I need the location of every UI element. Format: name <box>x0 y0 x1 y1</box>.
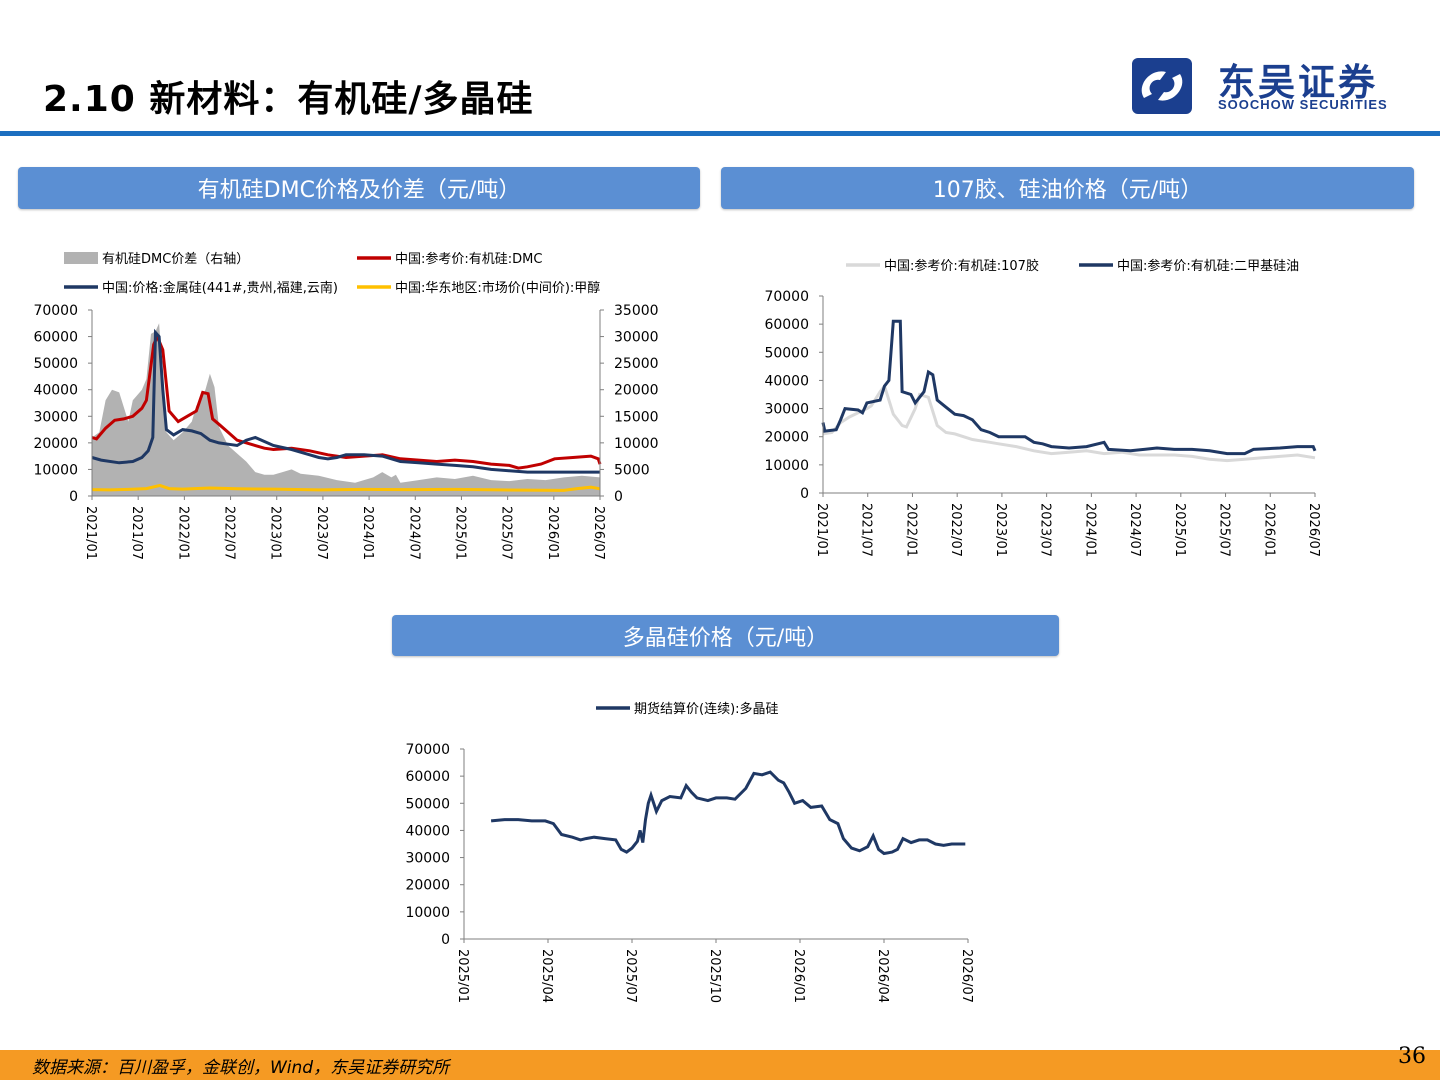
glue-x-axis-tick-label: 2021/01 <box>814 503 829 557</box>
dmc-y-left-axis-tick-label: 70000 <box>33 303 78 319</box>
page-title: 2.10 新材料：有机硅/多晶硅 <box>43 79 534 120</box>
soochow-logo-icon <box>1132 58 1192 114</box>
legend-metal-silicon-label: 中国:价格:金属硅(441#,贵州,福建,云南) <box>102 280 338 296</box>
legend-glue-107-label: 中国:参考价:有机硅:107胶 <box>884 258 1039 274</box>
glue-y-axis-tick-label: 50000 <box>764 345 809 361</box>
dmc-x-axis-tick-label: 2022/01 <box>175 506 190 560</box>
logo-name-cn: 东吴证券 <box>1218 61 1378 104</box>
dmc-x-axis-tick-label: 2026/01 <box>545 506 560 560</box>
glue-x-axis-tick-label: 2022/01 <box>903 503 918 557</box>
dmc-y-left-axis-tick-label: 50000 <box>33 356 78 372</box>
glue-panel-title: 107胶、硅油价格（元/吨） <box>932 178 1203 203</box>
dmc-y-left-axis-tick-label: 60000 <box>33 330 78 346</box>
dmc-x-axis-tick-label: 2023/07 <box>314 506 329 560</box>
poly-y-axis-tick-label: 60000 <box>405 769 450 785</box>
glue-y-axis-tick-label: 20000 <box>764 430 809 446</box>
dmc-panel-title: 有机硅DMC价格及价差（元/吨） <box>197 178 521 203</box>
logo-name-en: SOOCHOW SECURITIES <box>1218 97 1388 112</box>
dmc-y-right-axis-tick-label: 15000 <box>614 409 659 425</box>
glue-x-axis-tick-label: 2021/07 <box>859 503 874 557</box>
glue-x-axis-tick-label: 2025/01 <box>1172 503 1187 557</box>
dmc-y-right-axis-tick-label: 10000 <box>614 436 659 452</box>
glue-x-axis-tick-label: 2024/07 <box>1127 503 1142 557</box>
poly-y-axis-tick-label: 70000 <box>405 742 450 758</box>
glue-x-axis-tick-label: 2026/01 <box>1261 503 1276 557</box>
glue-y-axis-tick-label: 30000 <box>764 402 809 418</box>
poly-x-axis-tick-label: 2025/07 <box>623 949 638 1003</box>
legend-methanol-label: 中国:华东地区:市场价(中间价):甲醇 <box>395 280 600 296</box>
methanol-price-line <box>91 483 601 492</box>
dmc-x-axis-tick-label: 2021/07 <box>129 506 144 560</box>
dmc-price-chart: 0 10000 20000 30000 40000 50000 60000 70000 0 500… <box>33 251 659 560</box>
glue-x-axis-tick-label: 2024/01 <box>1082 503 1097 557</box>
glue-x-axis-tick-label: 2026/07 <box>1306 503 1321 557</box>
poly-x-axis-tick-label: 2026/07 <box>959 949 974 1003</box>
dmc-y-right-axis-tick-label: 5000 <box>614 462 650 478</box>
poly-y-axis-tick-label: 40000 <box>405 823 450 839</box>
poly-y-axis-tick-label: 10000 <box>405 905 450 921</box>
poly-x-axis-tick-label: 2025/04 <box>539 949 554 1003</box>
poly-y-axis-tick-label: 0 <box>441 932 450 948</box>
dmc-y-left-axis-tick-label: 30000 <box>33 409 78 425</box>
dmc-x-axis-tick-label: 2024/07 <box>406 506 421 560</box>
glue-x-axis-tick-label: 2023/07 <box>1038 503 1053 557</box>
glue-panel-header: 107胶、硅油价格（元/吨） <box>721 167 1414 209</box>
polysilicon-price-chart: 0 10000 20000 30000 40000 50000 60000 70000 2025… <box>405 701 974 1003</box>
dmc-spread-area <box>92 323 600 496</box>
legend-dmc-spread-label: 有机硅DMC价差（右轴） <box>102 252 249 267</box>
poly-x-axis-tick-label: 2025/10 <box>707 949 722 1003</box>
page-number: 36 <box>1398 1044 1426 1069</box>
dmc-x-axis-tick-label: 2025/07 <box>499 506 514 560</box>
poly-x-axis-tick-label: 2026/04 <box>875 949 890 1003</box>
glue-x-axis-tick-label: 2025/07 <box>1217 503 1232 557</box>
dmc-y-right-axis-tick-label: 35000 <box>614 303 659 319</box>
dmc-y-right-axis-tick-label: 20000 <box>614 383 659 399</box>
glue-y-axis-tick-label: 70000 <box>764 289 809 305</box>
poly-x-axis-tick-label: 2026/01 <box>791 949 806 1003</box>
polysilicon-futures-line <box>490 770 966 856</box>
dmc-y-right-axis-tick-label: 0 <box>614 489 623 505</box>
poly-panel-title: 多晶硅价格（元/吨） <box>622 625 829 651</box>
dmc-x-axis-tick-label: 2024/01 <box>360 506 375 560</box>
dmc-y-right-axis-tick-label: 30000 <box>614 330 659 346</box>
dmc-x-axis-tick-label: 2025/01 <box>452 506 467 560</box>
dmc-x-axis-tick-label: 2026/07 <box>591 506 606 560</box>
dmc-x-axis-tick-label: 2022/07 <box>222 506 237 560</box>
legend-polysilicon-label: 期货结算价(连续):多晶硅 <box>634 701 779 717</box>
poly-panel-header: 多晶硅价格（元/吨） <box>392 615 1059 656</box>
silicone-oil-price-line <box>821 319 1317 456</box>
glue-y-axis-tick-label: 0 <box>800 486 809 502</box>
dmc-x-axis-tick-label: 2021/01 <box>83 506 98 560</box>
legend-silicone-oil-label: 中国:参考价:有机硅:二甲基硅油 <box>1117 258 1299 274</box>
poly-y-axis-tick-label: 50000 <box>405 796 450 812</box>
glue-y-axis-tick-label: 10000 <box>764 458 809 474</box>
footer-bar <box>0 1050 1440 1080</box>
glue-price-chart: 0 10000 20000 30000 40000 50000 60000 70000 2021… <box>764 258 1321 557</box>
dmc-y-left-axis-tick-label: 20000 <box>33 436 78 452</box>
data-source-note: 数据来源：百川盈孚，金联创，Wind，东吴证券研究所 <box>32 1058 450 1078</box>
metal-silicon-price-line <box>91 328 600 474</box>
poly-y-axis-tick-label: 20000 <box>405 878 450 894</box>
glue-y-axis-tick-label: 60000 <box>764 317 809 333</box>
glue-y-axis-tick-label: 40000 <box>764 373 809 389</box>
poly-x-axis-tick-label: 2025/01 <box>455 949 470 1003</box>
glue-x-axis-tick-label: 2022/07 <box>948 503 963 557</box>
dmc-x-axis-tick-label: 2023/01 <box>268 506 283 560</box>
poly-y-axis-tick-label: 30000 <box>405 851 450 867</box>
glue-x-axis-tick-label: 2023/01 <box>993 503 1008 557</box>
dmc-y-left-axis-tick-label: 10000 <box>33 462 78 478</box>
dmc-y-left-axis-tick-label: 40000 <box>33 383 78 399</box>
header-rule <box>0 131 1440 136</box>
dmc-y-right-axis-tick-label: 25000 <box>614 356 659 372</box>
dmc-y-left-axis-tick-label: 0 <box>69 489 78 505</box>
legend-dmc-spread-swatch <box>64 252 98 264</box>
glue-107-price-line <box>822 382 1316 463</box>
dmc-price-line <box>91 332 602 470</box>
dmc-panel-header: 有机硅DMC价格及价差（元/吨） <box>18 167 700 209</box>
legend-dmc-price-label: 中国:参考价:有机硅:DMC <box>395 251 542 267</box>
